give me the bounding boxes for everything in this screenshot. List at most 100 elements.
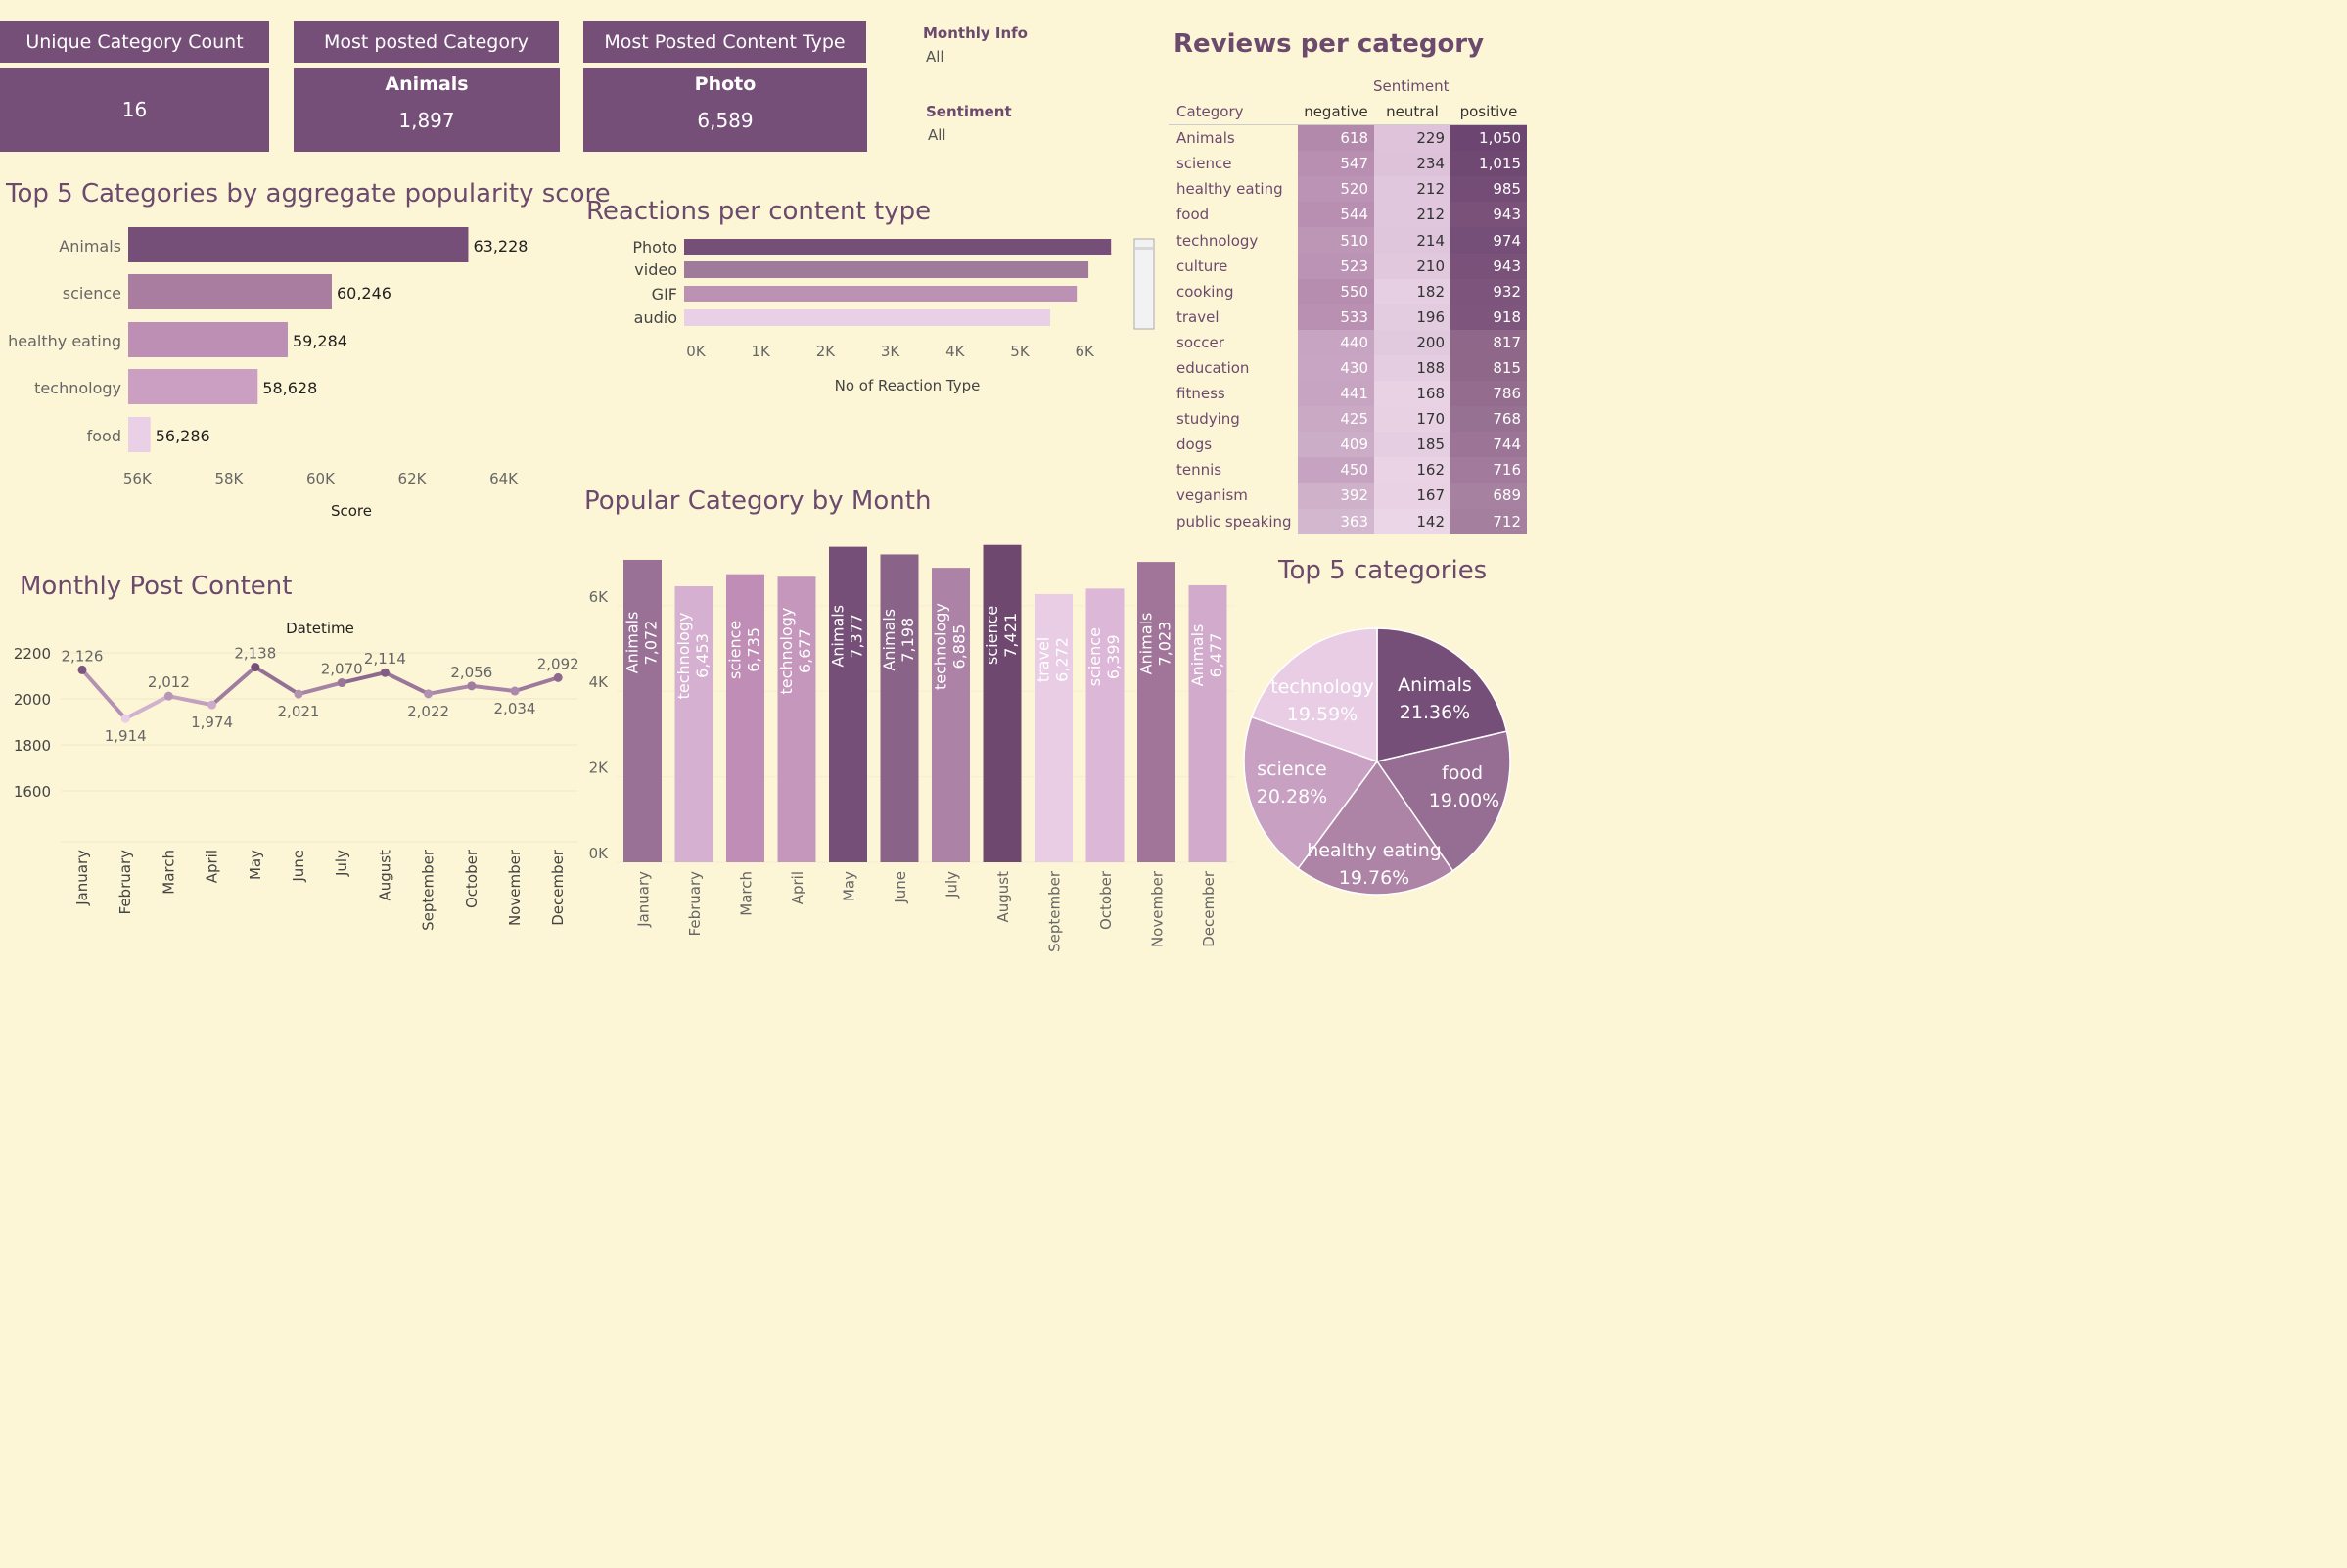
kpi-most-posted-content-value: 6,589 bbox=[697, 109, 754, 132]
reviews-value-cell: 985 bbox=[1450, 176, 1527, 203]
reviews-value-cell: 817 bbox=[1450, 329, 1527, 355]
top5-tick-label: 62K bbox=[398, 470, 428, 487]
pie-slice-label: technology bbox=[1270, 676, 1374, 698]
top5-bar-chart: Animals 63,228 science 60,246 healthy eating… bbox=[8, 227, 528, 520]
reviews-column-header: positive bbox=[1450, 99, 1527, 126]
pie-slice-label: science bbox=[1257, 759, 1327, 780]
monthly-month-label: May bbox=[247, 850, 264, 880]
reviews-table-row: Animals 618 229 1,050 bbox=[1169, 124, 1527, 152]
top5-tick-label: 60K bbox=[306, 470, 336, 487]
reviews-category-cell: food bbox=[1176, 206, 1210, 224]
reviews-value-cell: 689 bbox=[1450, 483, 1527, 509]
monthly-month-label: December bbox=[549, 849, 567, 926]
reviews-value-cell: 162 bbox=[1374, 457, 1450, 484]
pie-slice bbox=[1297, 760, 1454, 896]
reviews-category-cell: soccer bbox=[1176, 333, 1224, 351]
reviews-value-cell: 533 bbox=[1298, 303, 1374, 330]
monthly-line-segment bbox=[80, 668, 128, 721]
monthly-point bbox=[553, 672, 563, 682]
reactions-tick-label: 0K bbox=[686, 343, 707, 360]
reactions-scrollbar-thumb[interactable] bbox=[1135, 247, 1153, 250]
reactions-tick-label: 3K bbox=[881, 343, 901, 360]
popular-bar bbox=[674, 586, 713, 862]
filter-sentiment-value[interactable]: All bbox=[928, 126, 946, 144]
reviews-value-cell: 229 bbox=[1374, 124, 1450, 152]
pie-chart-title: Top 5 categories bbox=[1278, 556, 1488, 585]
reviews-value-cell: 712 bbox=[1450, 508, 1527, 534]
reviews-value-cell: 182 bbox=[1374, 278, 1450, 304]
top5-bar bbox=[128, 322, 288, 357]
popular-bar-category-label: science bbox=[1085, 627, 1104, 686]
popular-bar bbox=[777, 576, 816, 862]
popular-bar-category-label: Animals bbox=[880, 609, 898, 671]
reactions-category-label: GIF bbox=[652, 285, 677, 303]
top5-category-label: food bbox=[87, 427, 121, 445]
popular-month-label: June bbox=[892, 871, 909, 904]
reviews-value-cell: 815 bbox=[1450, 354, 1527, 382]
popular-tick-label: 0K bbox=[589, 845, 610, 862]
reviews-value-cell: 185 bbox=[1374, 432, 1450, 458]
kpi-most-posted-content-label: Photo bbox=[694, 73, 757, 95]
reactions-category-label: video bbox=[634, 260, 677, 279]
monthly-value-label: 2,022 bbox=[407, 703, 449, 720]
monthly-tick-label: 1800 bbox=[14, 737, 51, 755]
reviews-value-cell: 142 bbox=[1374, 508, 1450, 534]
popular-bar bbox=[983, 544, 1022, 862]
popular-bar-value-label: 7,377 bbox=[848, 614, 866, 659]
monthly-line-segment bbox=[123, 694, 171, 721]
reviews-value-cell: 212 bbox=[1374, 202, 1450, 228]
popular-bar bbox=[932, 568, 970, 862]
kpi-unique-category-value: 16 bbox=[121, 98, 148, 121]
top5-category-label: science bbox=[63, 284, 121, 302]
reviews-column-header: Category bbox=[1169, 99, 1298, 126]
reviews-value-cell: 200 bbox=[1374, 329, 1450, 355]
kpi-most-posted-content-header: Most Posted Content Type bbox=[583, 21, 866, 63]
filter-monthly-info-value[interactable]: All bbox=[926, 48, 944, 66]
reactions-bar bbox=[684, 239, 1112, 255]
reviews-category-cell: fitness bbox=[1176, 385, 1225, 403]
reactions-category-label: Photo bbox=[632, 238, 677, 256]
reviews-value-cell: 392 bbox=[1298, 483, 1374, 509]
pie-slice bbox=[1243, 715, 1379, 870]
monthly-point bbox=[163, 691, 173, 701]
reactions-scrollbar[interactable] bbox=[1133, 238, 1155, 330]
popular-bar bbox=[1137, 562, 1175, 862]
top5-bar bbox=[128, 417, 151, 452]
reviews-header-row: Category negative neutral positive bbox=[1169, 99, 1527, 126]
kpi-most-posted-category-value: 1,897 bbox=[398, 109, 455, 132]
reviews-value-cell: 520 bbox=[1298, 176, 1374, 203]
reviews-value-cell: 168 bbox=[1374, 381, 1450, 407]
monthly-line-segment bbox=[383, 670, 431, 696]
monthly-month-label: June bbox=[290, 850, 307, 883]
popular-bar-category-label: technology bbox=[674, 613, 693, 700]
pie-slice-value: 19.76% bbox=[1339, 867, 1409, 889]
reviews-value-cell: 363 bbox=[1298, 508, 1374, 534]
popular-bar-category-label: Animals bbox=[1137, 613, 1156, 675]
popular-month-label: September bbox=[1046, 870, 1064, 952]
reactions-bar bbox=[684, 309, 1051, 326]
top5-tick-label: 58K bbox=[214, 470, 244, 487]
reviews-table-row: public speaking 363 142 712 bbox=[1169, 508, 1527, 534]
reviews-table-row: fitness 441 168 786 bbox=[1169, 381, 1527, 407]
top5-value-label: 63,228 bbox=[473, 237, 528, 255]
popular-bar-category-label: Animals bbox=[1188, 624, 1207, 687]
monthly-value-label: 2,092 bbox=[537, 655, 579, 672]
reviews-category-cell: culture bbox=[1176, 256, 1228, 275]
reviews-value-cell: 918 bbox=[1450, 303, 1527, 330]
monthly-line-segment bbox=[340, 670, 388, 685]
reviews-value-cell: 440 bbox=[1298, 329, 1374, 355]
reactions-bar bbox=[684, 286, 1078, 302]
pie-slice bbox=[1250, 627, 1378, 763]
monthly-point bbox=[424, 689, 434, 699]
popular-bar bbox=[726, 574, 764, 862]
reviews-value-cell: 210 bbox=[1374, 253, 1450, 279]
reviews-value-cell: 550 bbox=[1298, 278, 1374, 304]
reviews-table-row: healthy eating 520 212 985 bbox=[1169, 176, 1527, 203]
reactions-bar bbox=[684, 261, 1089, 278]
reviews-table-row: culture 523 210 943 bbox=[1169, 253, 1527, 279]
reviews-table-row: science 547 234 1,015 bbox=[1169, 151, 1527, 177]
popular-bar-category-label: Animals bbox=[623, 612, 642, 674]
kpi-unique-category-header: Unique Category Count bbox=[0, 21, 269, 63]
monthly-value-label: 2,034 bbox=[494, 700, 536, 717]
reviews-value-cell: 441 bbox=[1298, 381, 1374, 407]
